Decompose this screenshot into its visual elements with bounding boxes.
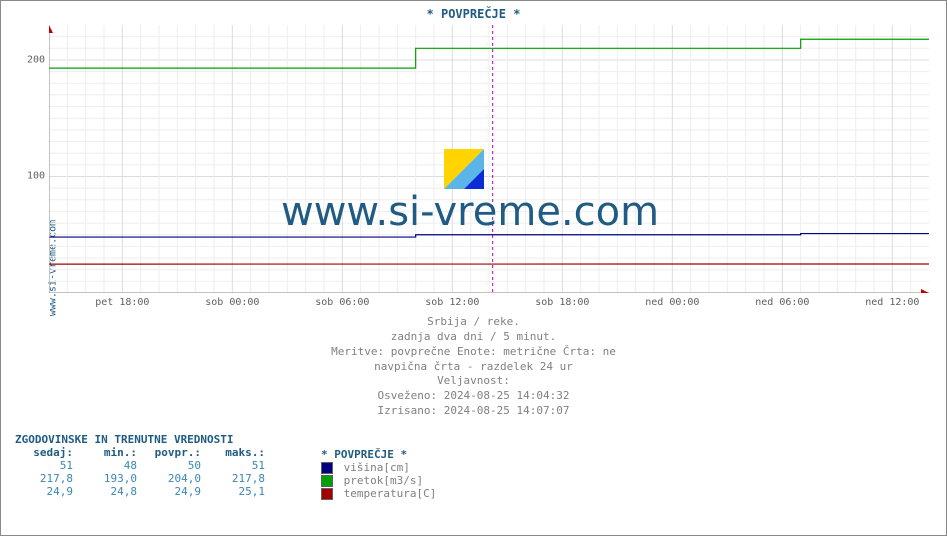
stats-cell: 24,9 <box>15 485 79 498</box>
x-tick-label: pet 18:00 <box>95 297 149 308</box>
meta-line: navpična črta - razdelek 24 ur <box>1 360 946 375</box>
y-tick-label: 200 <box>21 54 45 65</box>
stats-header: min.: <box>79 446 143 459</box>
stats-cell: 51 <box>15 459 79 472</box>
plot-area <box>49 25 929 293</box>
chart-title: * POVPREČJE * <box>1 7 946 21</box>
watermark-text: www.si-vreme.com <box>281 189 659 235</box>
stats-header: maks.: <box>207 446 271 459</box>
stats-cell: 24,9 <box>143 485 207 498</box>
x-tick-label: sob 12:00 <box>425 297 479 308</box>
legend: * POVPREČJE * višina[cm] pretok[m3/s] te… <box>321 448 436 500</box>
stats-cell: 48 <box>79 459 143 472</box>
stats-cell: 217,8 <box>207 472 271 485</box>
stats-header-row: sedaj: min.: povpr.: maks.: <box>15 446 271 459</box>
legend-swatch-icon <box>321 462 333 474</box>
meta-line: Srbija / reke. <box>1 315 946 330</box>
legend-item: pretok[m3/s] <box>321 474 436 487</box>
stats-cell: 25,1 <box>207 485 271 498</box>
legend-swatch-icon <box>321 488 333 500</box>
table-row: 24,9 24,8 24,9 25,1 <box>15 485 271 498</box>
stats-header: sedaj: <box>15 446 79 459</box>
stats-block: ZGODOVINSKE IN TRENUTNE VREDNOSTI sedaj:… <box>15 433 271 498</box>
legend-item: višina[cm] <box>321 461 436 474</box>
stats-cell: 50 <box>143 459 207 472</box>
stats-title: ZGODOVINSKE IN TRENUTNE VREDNOSTI <box>15 433 271 446</box>
x-tick-label: ned 12:00 <box>865 297 919 308</box>
table-row: 217,8 193,0 204,0 217,8 <box>15 472 271 485</box>
table-row: 51 48 50 51 <box>15 459 271 472</box>
stats-cell: 204,0 <box>143 472 207 485</box>
stats-cell: 24,8 <box>79 485 143 498</box>
meta-line: Izrisano: 2024-08-25 14:07:07 <box>1 404 946 419</box>
x-tick-label: sob 06:00 <box>315 297 369 308</box>
meta-line: Meritve: povprečne Enote: metrične Črta:… <box>1 345 946 360</box>
chart-metadata: Srbija / reke. zadnja dva dni / 5 minut.… <box>1 315 946 419</box>
legend-label: pretok[m3/s] <box>344 474 423 487</box>
stats-cell: 51 <box>207 459 271 472</box>
x-tick-label: sob 00:00 <box>205 297 259 308</box>
x-tick-label: sob 18:00 <box>535 297 589 308</box>
legend-title: * POVPREČJE * <box>321 448 436 461</box>
meta-line: zadnja dva dni / 5 minut. <box>1 330 946 345</box>
legend-swatch-icon <box>321 475 333 487</box>
chart-frame: www.si-vreme.com * POVPREČJE * www.si-vr… <box>0 0 947 536</box>
legend-item: temperatura[C] <box>321 487 436 500</box>
legend-label: višina[cm] <box>344 461 410 474</box>
stats-header: povpr.: <box>143 446 207 459</box>
x-tick-label: ned 00:00 <box>645 297 699 308</box>
stats-cell: 217,8 <box>15 472 79 485</box>
stats-cell: 193,0 <box>79 472 143 485</box>
stats-table: sedaj: min.: povpr.: maks.: 51 48 50 51 … <box>15 446 271 498</box>
watermark-logo-icon <box>444 149 484 189</box>
y-tick-label: 100 <box>21 171 45 182</box>
legend-label: temperatura[C] <box>344 487 437 500</box>
meta-line: Osveženo: 2024-08-25 14:04:32 <box>1 389 946 404</box>
meta-line: Veljavnost: <box>1 374 946 389</box>
x-tick-label: ned 06:00 <box>755 297 809 308</box>
